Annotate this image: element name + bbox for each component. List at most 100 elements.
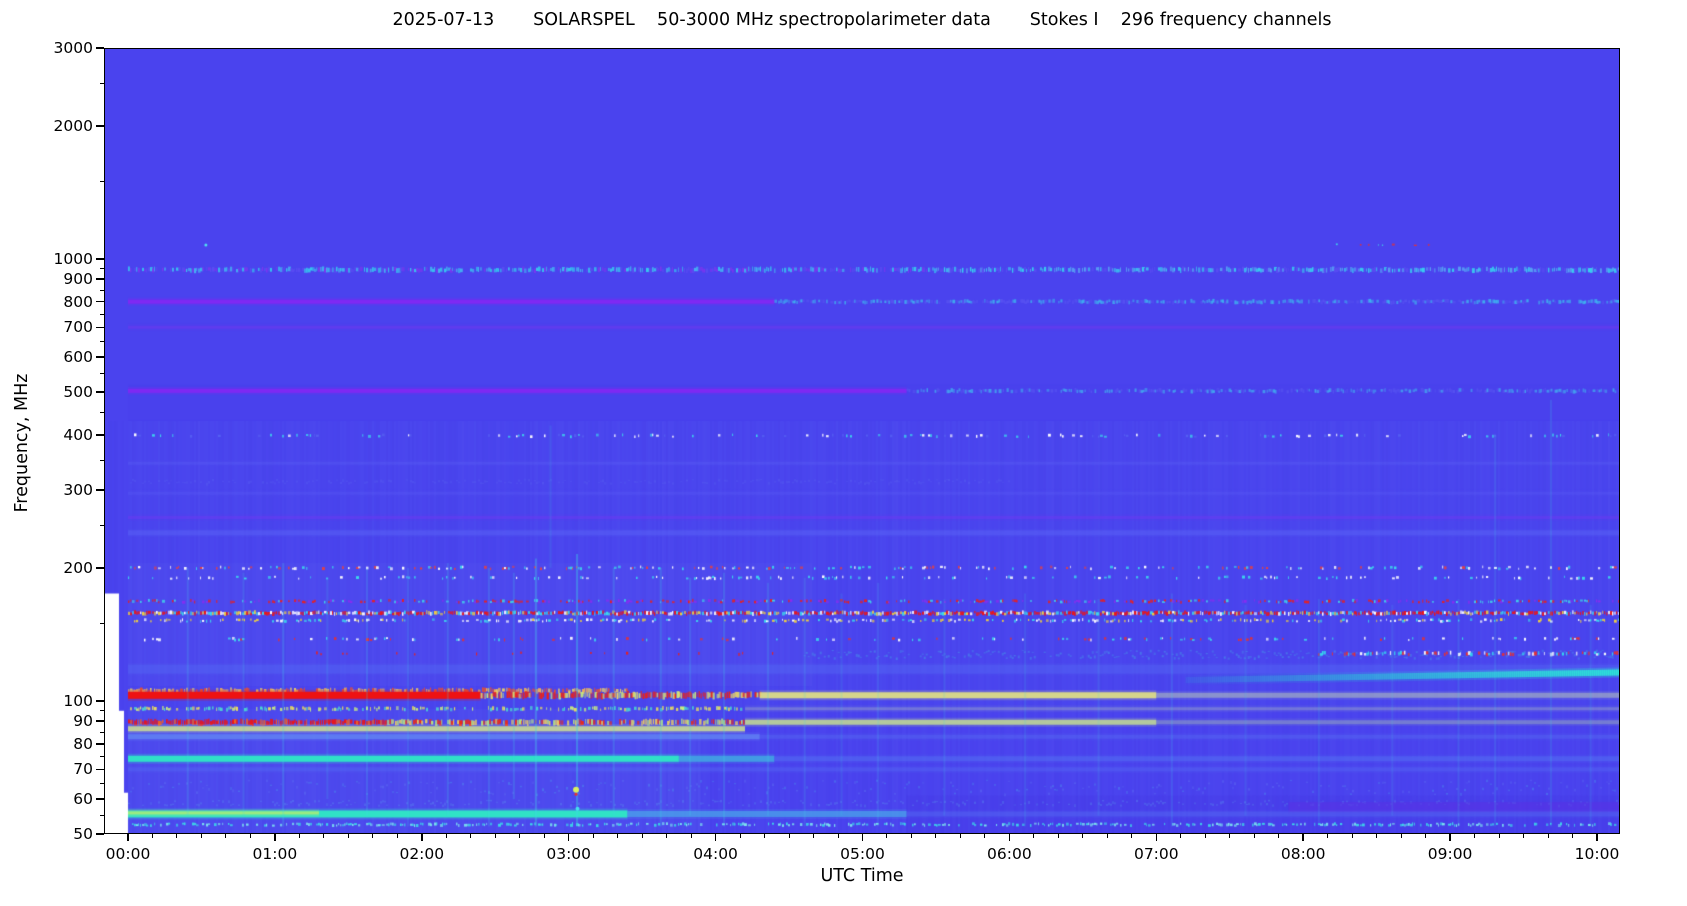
x-minor-tick — [347, 834, 349, 838]
y-minor-tick — [99, 815, 104, 817]
x-minor-tick — [1057, 834, 1059, 838]
y-tick-label: 100 — [63, 691, 93, 710]
x-minor-tick — [1131, 834, 1133, 838]
x-minor-tick — [984, 834, 986, 838]
x-minor-tick — [323, 834, 325, 838]
x-minor-tick — [225, 834, 227, 838]
y-major-tick — [96, 326, 104, 329]
y-tick-label: 900 — [63, 270, 93, 289]
x-minor-tick — [249, 834, 251, 838]
x-minor-tick — [200, 834, 202, 838]
y-minor-tick — [99, 313, 104, 315]
x-major-tick — [1008, 834, 1011, 841]
y-major-tick — [96, 434, 104, 436]
y-major-tick — [96, 798, 104, 800]
y-tick-label: 600 — [63, 347, 93, 366]
y-major-tick — [96, 47, 104, 49]
x-minor-tick — [470, 834, 472, 838]
x-tick-label: 03:00 — [546, 845, 592, 863]
x-minor-tick — [543, 834, 545, 838]
x-tick-label: 04:00 — [693, 845, 738, 863]
y-minor-tick — [99, 373, 104, 375]
x-major-tick — [567, 834, 570, 841]
x-major-tick — [1596, 834, 1598, 841]
x-tick-label: 05:00 — [840, 845, 885, 863]
y-tick-label: 400 — [63, 425, 93, 444]
x-minor-tick — [372, 834, 374, 838]
y-tick-label: 3000 — [53, 39, 93, 57]
y-tick-label: 70 — [73, 760, 93, 779]
x-minor-tick — [592, 834, 594, 838]
y-major-tick — [96, 768, 104, 771]
x-major-tick — [274, 834, 276, 841]
x-minor-tick — [445, 834, 447, 838]
x-minor-tick — [1106, 834, 1108, 838]
x-minor-tick — [764, 834, 766, 838]
y-tick-label: 1000 — [53, 249, 93, 268]
y-minor-tick — [99, 180, 104, 182]
y-minor-tick — [99, 524, 104, 526]
x-minor-tick — [1180, 834, 1182, 838]
x-minor-tick — [519, 834, 521, 838]
y-tick-label: 800 — [63, 292, 93, 311]
x-tick-label: 02:00 — [399, 845, 445, 863]
y-tick-label: 60 — [73, 789, 93, 808]
y-minor-tick — [99, 268, 104, 270]
x-minor-tick — [1376, 834, 1378, 838]
x-minor-tick — [788, 834, 790, 838]
x-major-tick — [714, 834, 717, 841]
x-minor-tick — [1400, 834, 1402, 838]
x-tick-label: 06:00 — [987, 845, 1032, 863]
y-minor-tick — [99, 289, 104, 291]
y-axis-label: Frequency, MHz — [12, 373, 32, 513]
y-major-tick — [96, 278, 104, 280]
y-major-tick — [96, 356, 104, 358]
x-tick-label: 08:00 — [1280, 845, 1326, 863]
y-major-tick — [96, 125, 104, 127]
x-minor-tick — [739, 834, 741, 838]
y-minor-tick — [99, 710, 104, 712]
x-minor-tick — [1572, 834, 1574, 838]
y-tick-label: 500 — [63, 382, 93, 401]
x-minor-tick — [813, 834, 815, 838]
x-tick-label: 10:00 — [1574, 845, 1620, 863]
y-major-tick — [96, 833, 104, 835]
x-minor-tick — [910, 834, 912, 838]
y-minor-tick — [99, 731, 104, 733]
y-minor-tick — [99, 82, 104, 84]
x-minor-tick — [690, 834, 692, 838]
x-minor-tick — [617, 834, 619, 838]
spectrogram-canvas — [104, 48, 1620, 834]
x-minor-tick — [494, 834, 496, 838]
y-major-tick — [96, 489, 104, 491]
x-minor-tick — [666, 834, 668, 838]
x-tick-label: 07:00 — [1133, 845, 1179, 863]
y-major-tick — [96, 700, 104, 702]
y-tick-label: 2000 — [53, 116, 93, 135]
y-tick-label: 50 — [73, 825, 93, 843]
x-minor-tick — [1474, 834, 1476, 838]
x-minor-tick — [176, 834, 178, 838]
x-minor-tick — [1278, 834, 1280, 838]
x-minor-tick — [1204, 834, 1206, 838]
x-minor-tick — [1547, 834, 1549, 838]
x-minor-tick — [1498, 834, 1500, 838]
y-minor-tick — [99, 783, 104, 785]
x-major-tick — [127, 834, 129, 841]
x-minor-tick — [935, 834, 937, 838]
y-minor-tick — [99, 622, 104, 624]
x-axis-label: UTC Time — [820, 866, 904, 886]
y-major-tick — [96, 567, 104, 569]
x-major-tick — [1449, 834, 1451, 841]
x-tick-label: 09:00 — [1427, 845, 1473, 863]
plot-frame — [104, 48, 1620, 834]
x-minor-tick — [396, 834, 398, 838]
x-minor-tick — [837, 834, 839, 838]
x-minor-tick — [1033, 834, 1035, 838]
y-major-tick — [96, 743, 104, 745]
x-minor-tick — [151, 834, 153, 838]
x-tick-label: 01:00 — [252, 845, 298, 863]
y-minor-tick — [99, 755, 104, 757]
x-major-tick — [1302, 834, 1304, 841]
